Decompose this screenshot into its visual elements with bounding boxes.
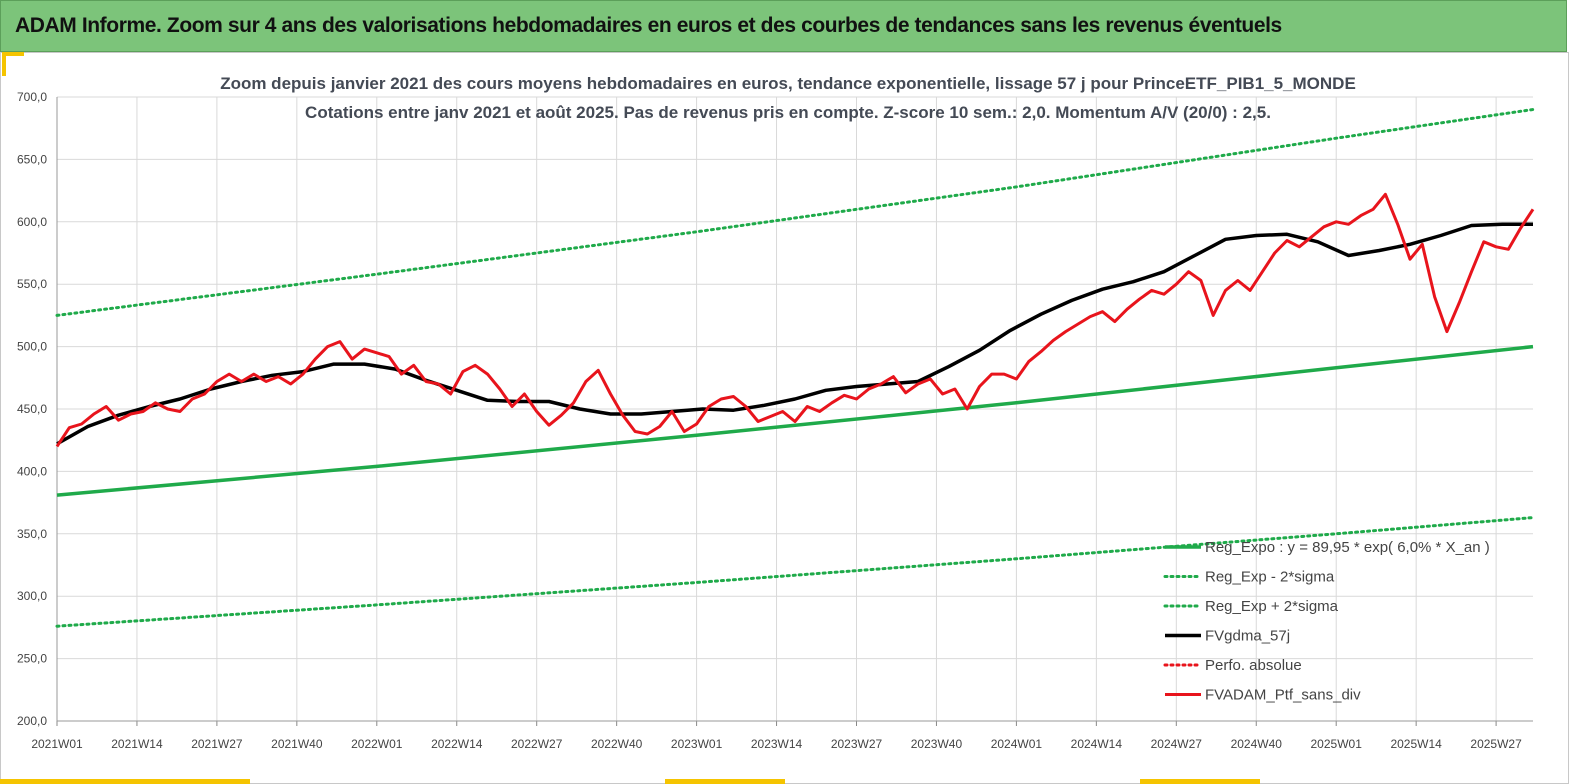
x-tick-label: 2025W27	[1470, 737, 1522, 751]
accent-bar-left	[2, 52, 6, 76]
accent-bar-bottom-right	[1140, 779, 1260, 784]
x-tick-label: 2023W27	[831, 737, 883, 751]
legend-label-5: FVADAM_Ptf_sans_div	[1205, 687, 1361, 704]
x-tick-label: 2024W40	[1231, 737, 1283, 751]
y-tick-label: 600,0	[17, 215, 47, 229]
y-tick-label: 700,0	[17, 90, 47, 104]
x-tick-label: 2025W14	[1390, 737, 1442, 751]
x-tick-label: 2021W01	[31, 737, 83, 751]
chart-title: Zoom depuis janvier 2021 des cours moyen…	[220, 74, 1356, 93]
header-banner: ADAM Informe. Zoom sur 4 ans des valoris…	[0, 0, 1567, 52]
gridlines	[56, 96, 1533, 722]
y-tick-label: 400,0	[17, 464, 47, 478]
legend: Reg_Expo : y = 89,95 * exp( 6,0% * X_an …	[1163, 539, 1490, 704]
y-tick-label: 250,0	[17, 652, 47, 666]
line-chart: 700,0 650,0 600,0 550,0 500,0 450,0 400,0 350,0…	[17, 74, 1535, 751]
legend-label-1: Reg_Exp - 2*sigma	[1205, 569, 1335, 586]
x-tick-label: 2022W40	[591, 737, 643, 751]
legend-label-3: FVgdma_57j	[1205, 628, 1290, 645]
y-tick-label: 300,0	[17, 589, 47, 603]
accent-bar-bottom-left	[0, 779, 250, 784]
legend-label-0: Reg_Expo : y = 89,95 * exp( 6,0% * X_an …	[1205, 539, 1490, 556]
accent-bar-top	[2, 52, 24, 56]
series-line-0	[56, 344, 1534, 497]
y-tick-label: 550,0	[17, 277, 47, 291]
page-title: ADAM Informe. Zoom sur 4 ans des valoris…	[15, 14, 1282, 37]
series-line-1	[55, 516, 1535, 628]
x-tick-label: 2021W27	[191, 737, 243, 751]
legend-label-4: Perfo. absolue	[1205, 657, 1302, 674]
x-tick-label: 2023W14	[751, 737, 803, 751]
legend-label-2: Reg_Exp + 2*sigma	[1205, 598, 1339, 615]
y-tick-label: 450,0	[17, 402, 47, 416]
y-tick-label: 350,0	[17, 527, 47, 541]
series-line-5	[55, 192, 1535, 448]
x-tick-label: 2024W01	[991, 737, 1043, 751]
x-tick-label: 2023W40	[911, 737, 963, 751]
x-tick-label: 2021W40	[271, 737, 323, 751]
x-tick-label: 2022W14	[431, 737, 483, 751]
chart-subtitle: Cotations entre janv 2021 et août 2025. …	[305, 103, 1271, 122]
x-tick-label: 2021W14	[111, 737, 163, 751]
series-lines	[55, 108, 1535, 628]
axes: 700,0 650,0 600,0 550,0 500,0 450,0 400,0 350,0…	[17, 90, 1533, 751]
x-tick-label: 2024W27	[1151, 737, 1203, 751]
x-tick-label: 2022W27	[511, 737, 563, 751]
series-line-2	[55, 108, 1535, 317]
y-tick-label: 650,0	[17, 152, 47, 166]
accent-bar-bottom-mid	[665, 779, 785, 784]
x-tick-label: 2025W01	[1311, 737, 1363, 751]
x-tick-label: 2023W01	[671, 737, 723, 751]
x-tick-label: 2024W14	[1071, 737, 1123, 751]
series-line-3	[56, 222, 1533, 446]
x-tick-label: 2022W01	[351, 737, 403, 751]
y-tick-label: 500,0	[17, 340, 47, 354]
y-tick-label: 200,0	[17, 714, 47, 728]
